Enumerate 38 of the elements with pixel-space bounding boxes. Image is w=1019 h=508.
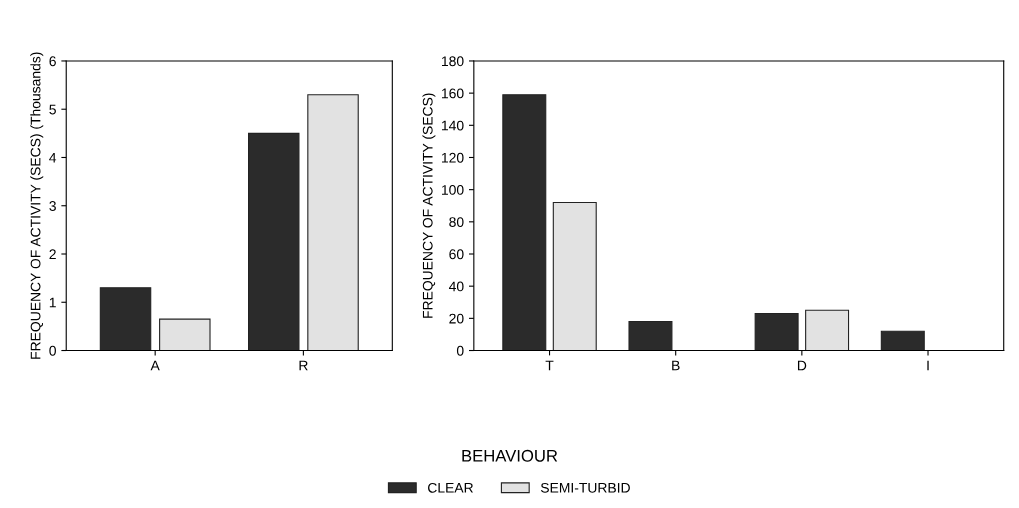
- y-tick-label: 60: [449, 249, 464, 260]
- bar: [880, 330, 925, 351]
- y-tick-label: 2: [49, 249, 56, 260]
- x-tick-label: A: [150, 360, 160, 371]
- y-tick-label: 40: [448, 281, 464, 292]
- bar: [159, 318, 211, 351]
- y-tick-label: 180: [442, 56, 464, 67]
- y-tick-label: 100: [442, 184, 464, 195]
- x-tick-label: D: [797, 360, 807, 371]
- y-tick-label: 80: [449, 217, 464, 227]
- legend-label: CLEAR: [428, 482, 473, 493]
- bar: [247, 132, 300, 351]
- y-tick-label: 160: [442, 88, 464, 99]
- y-tick-label: 140: [442, 120, 464, 131]
- x-axis-title: BEHAVIOUR: [462, 449, 558, 462]
- bar: [99, 287, 152, 351]
- x-tick-label: R: [299, 360, 308, 371]
- y-tick-label: 120: [442, 152, 464, 163]
- y-tick-label: 1: [49, 297, 56, 308]
- y-tick-label: 3: [49, 201, 56, 211]
- y-tick-label: 5: [49, 104, 56, 115]
- x-tick-label: T: [545, 360, 554, 371]
- y-tick-label: 0: [456, 345, 464, 356]
- bar: [552, 201, 597, 351]
- x-tick-label: B: [672, 360, 680, 371]
- y-tick-label: 4: [49, 152, 57, 163]
- legend-label: SEMI-TURBID: [540, 482, 630, 493]
- y-axis-title: FREQUENCY OF ACTIVITY (SECS): [422, 93, 436, 318]
- y-tick-label: 0: [49, 345, 56, 356]
- bar: [754, 312, 799, 351]
- bar: [628, 321, 673, 351]
- x-tick-label: I: [927, 360, 929, 371]
- bar: [805, 309, 850, 351]
- y-tick-label: 6: [49, 56, 56, 67]
- bar: [502, 94, 547, 351]
- y-tick-label: 20: [449, 313, 464, 324]
- y-axis-title: FREQUENCY OF ACTIVITY (SECS) (Thousands): [30, 52, 44, 359]
- bar: [307, 94, 359, 351]
